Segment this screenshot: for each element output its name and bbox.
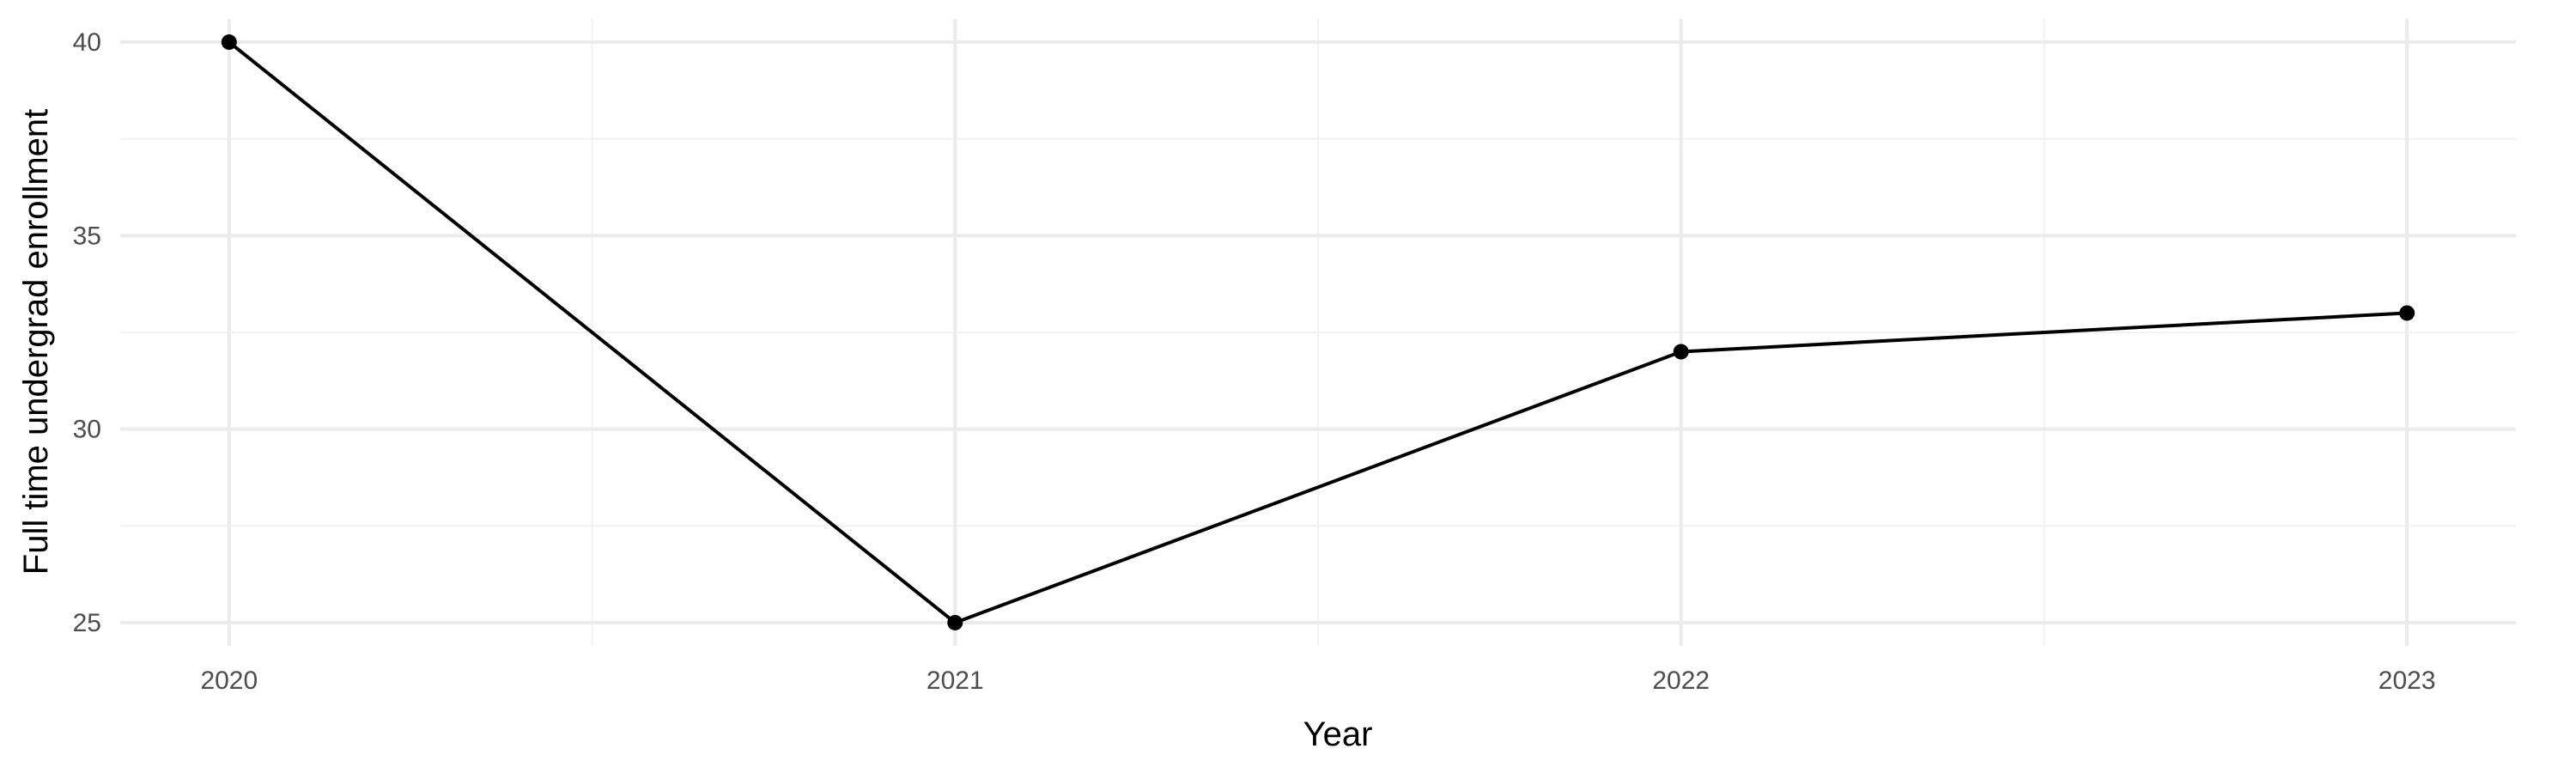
x-tick-label: 2022 [1652,666,1710,695]
y-tick-label: 35 [73,222,101,250]
data-point [947,614,963,630]
data-point [221,34,237,51]
y-tick-label: 30 [73,416,101,444]
series-line [228,40,2408,624]
x-axis-title: Year [1303,715,1373,753]
x-tick-label: 2023 [2379,666,2436,695]
grid [120,19,2516,646]
data-point [1673,344,1689,360]
data-point [2399,305,2415,321]
series-layer [221,34,2415,630]
y-axis-tick-labels: 25 30 35 40 [73,28,101,637]
x-tick-label: 2020 [200,666,258,695]
y-axis-title: Full time undergrad enrollment [17,109,55,575]
x-axis-tick-labels: 2020 2021 2022 2023 [200,666,2435,695]
x-tick-label: 2021 [927,666,984,695]
y-tick-label: 25 [73,609,101,637]
y-tick-label: 40 [73,28,101,57]
